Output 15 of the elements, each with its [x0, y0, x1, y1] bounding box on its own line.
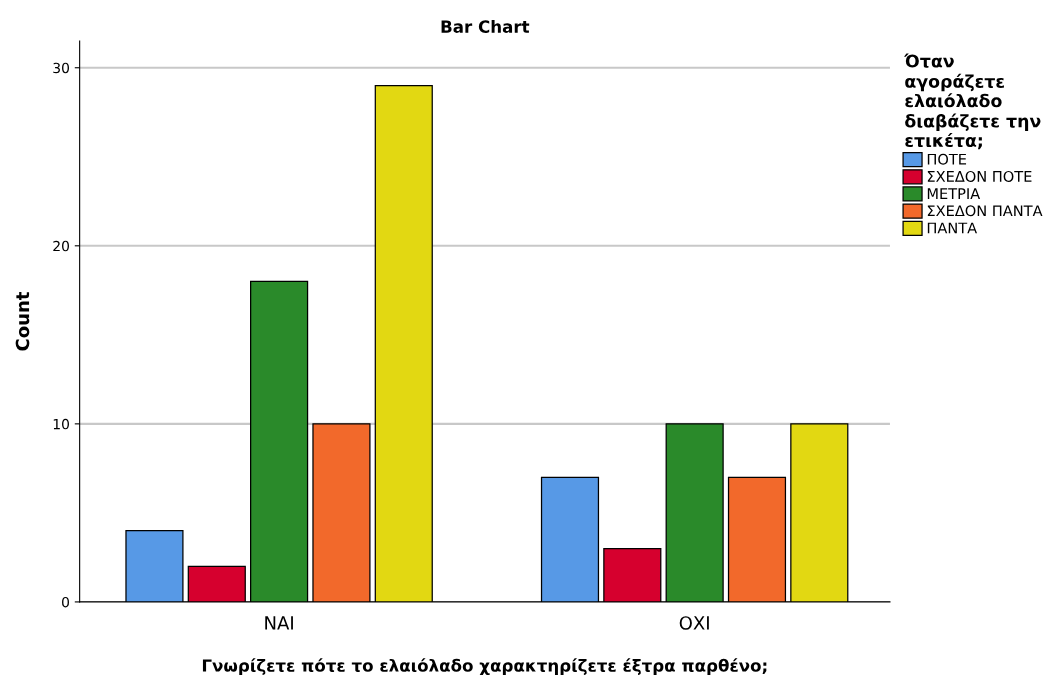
x-tick-label: ΟΧΙ	[679, 616, 709, 630]
x-axis-title: Γνωρίζετε πότε το ελαιόλαδο χαρακτηρίζετε έξτρα παρθένο;	[202, 658, 767, 676]
legend-title: Όταν αγοράζετε ελαιόλαδο διαβάζετε την ετικέτα;	[904, 53, 1041, 150]
y-tick-label: 20	[53, 240, 70, 252]
legend-label: ΠΟΤΕ	[927, 153, 967, 165]
y-axis-title: Count	[15, 291, 30, 351]
legend-label: ΣΧΕΔΟΝ ΠΟΤΕ	[927, 170, 1032, 182]
legend-label: ΜΕΤΡΙΑ	[927, 188, 981, 199]
y-tick-label: 0	[62, 596, 70, 608]
legend-label: ΠΑΝΤΑ	[927, 222, 978, 234]
chart-title: Bar Chart	[441, 20, 530, 33]
y-tick-label: 10	[53, 418, 70, 430]
legend-label: ΣΧΕΔΟΝ ΠΑΝΤΑ	[927, 205, 1043, 217]
y-tick-label: 30	[53, 62, 70, 74]
x-tick-label: ΝΑΙ	[265, 616, 293, 630]
